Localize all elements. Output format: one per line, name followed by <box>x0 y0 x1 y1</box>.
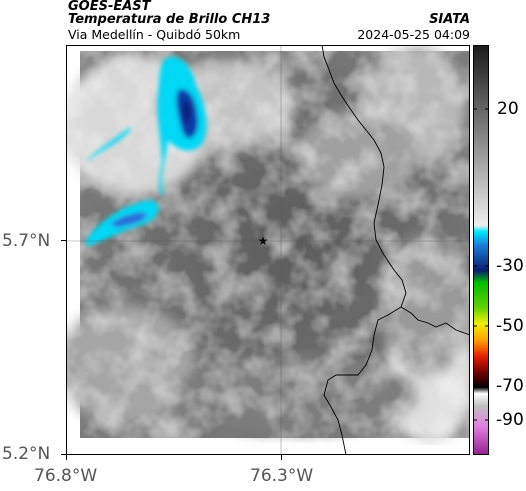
map-frame <box>66 45 470 455</box>
colorbar-tick-label: -50 <box>496 316 524 336</box>
colorbar <box>473 45 489 455</box>
satellite-title: GOES-EAST <box>68 0 151 14</box>
x-tick-mark <box>66 455 67 460</box>
region-label: Via Medellín - Quibdó 50km <box>68 27 241 42</box>
temperature-field <box>66 45 470 445</box>
y-tick-label: 5.2°N <box>2 444 51 464</box>
border-line-east <box>400 306 470 336</box>
colorbar-tick-label: -90 <box>496 410 524 430</box>
border-line <box>321 45 407 455</box>
x-tick-label: 76.3°W <box>250 466 314 486</box>
colorbar-tick-label: -30 <box>496 256 524 276</box>
agency-label: SIATA <box>429 12 470 27</box>
x-tick-label: 76.8°W <box>34 466 98 486</box>
y-tick-mark <box>61 454 66 455</box>
brightness-temperature-map: ★ <box>66 45 470 455</box>
product-title: Temperatura de Brillo CH13 <box>68 12 271 27</box>
y-tick-mark <box>61 240 66 241</box>
colorbar-tick-label: -70 <box>496 376 524 396</box>
x-tick-mark <box>281 455 282 460</box>
colorbar-tick-label: 20 <box>497 99 519 119</box>
location-marker: ★ <box>258 234 269 248</box>
y-tick-label: 5.7°N <box>2 231 51 251</box>
datetime-label: 2024-05-25 04:09 <box>357 27 470 42</box>
cold-cloud-tops <box>84 56 207 246</box>
